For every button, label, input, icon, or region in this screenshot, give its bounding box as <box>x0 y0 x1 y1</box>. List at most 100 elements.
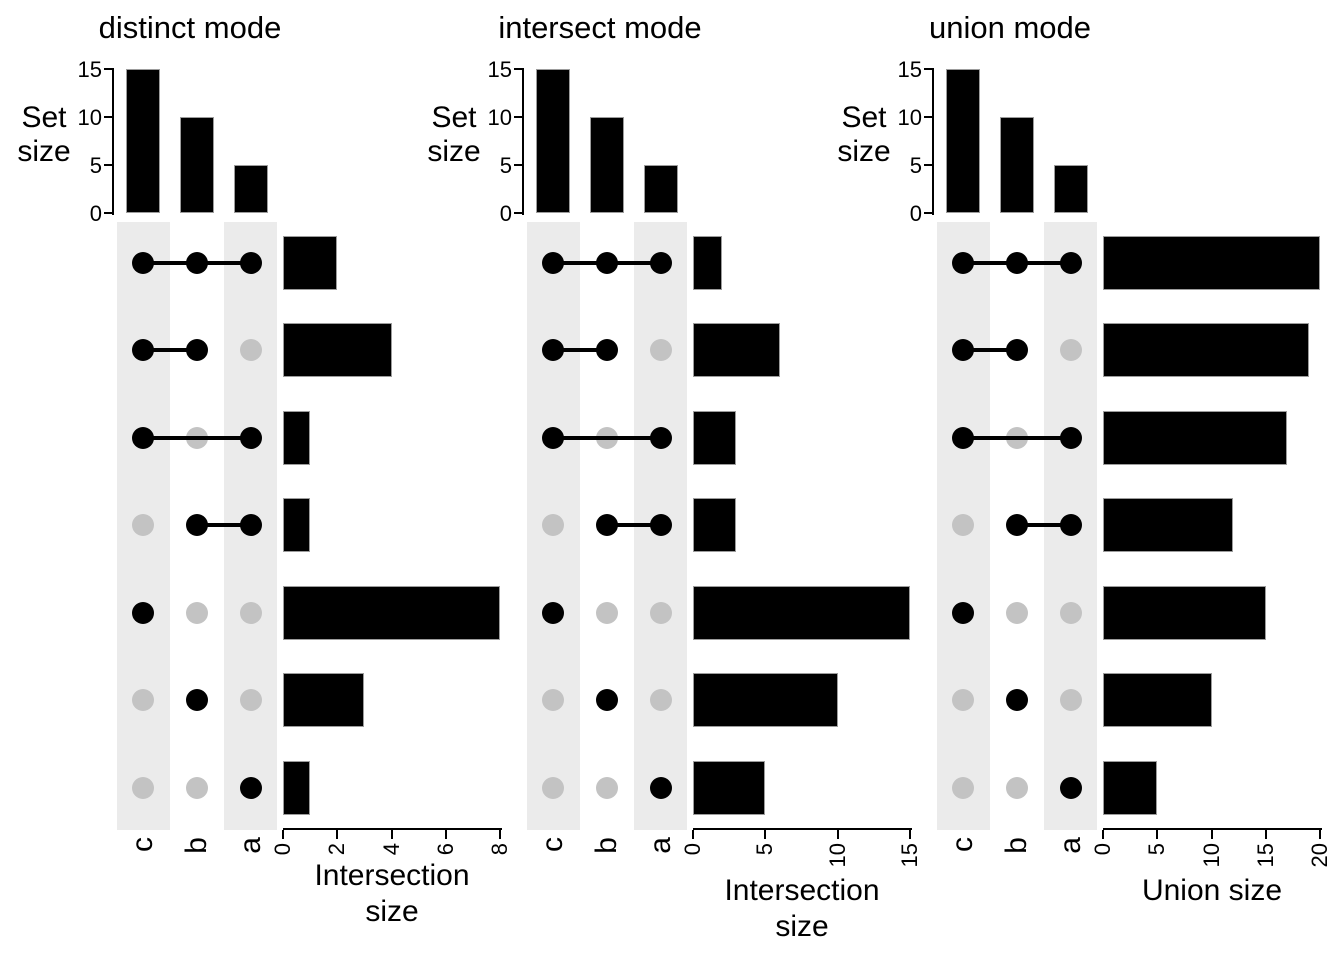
set-size-axis-tick <box>924 68 932 70</box>
x-axis-tick-label: 5 <box>1144 843 1169 856</box>
set-size-tick-label: 10 <box>487 105 512 130</box>
matrix-dot-active <box>542 339 564 361</box>
matrix-dot-active <box>1060 252 1082 274</box>
set-size-bar <box>126 69 160 213</box>
set-size-axis-label-line: size <box>17 135 71 168</box>
matrix-dot-inactive <box>952 777 974 799</box>
matrix-dot-inactive <box>542 514 564 536</box>
matrix-connector-line <box>197 523 251 527</box>
x-axis-tick-label: 10 <box>1199 843 1224 868</box>
set-size-bar <box>590 117 624 213</box>
x-axis-tick <box>1265 830 1267 839</box>
set-size-axis-label: Set size <box>359 101 549 169</box>
matrix-dot-inactive <box>1006 602 1028 624</box>
intersection-size-bar <box>283 586 500 640</box>
matrix-dot-active <box>240 514 262 536</box>
matrix-connector-line <box>1017 523 1071 527</box>
matrix-dot-active <box>240 427 262 449</box>
matrix-connector-line <box>553 348 607 352</box>
intersection-size-bar <box>693 323 780 377</box>
set-name-label: a <box>1054 837 1087 854</box>
x-axis-label-line: Intersection <box>724 874 880 907</box>
set-size-axis-tick <box>104 68 112 70</box>
matrix-dot-active <box>952 252 974 274</box>
matrix-connector-line <box>553 436 661 440</box>
matrix-dot-inactive <box>132 777 154 799</box>
intersection-size-bar <box>283 761 310 815</box>
matrix-dot-inactive <box>1060 602 1082 624</box>
matrix-dot-inactive <box>1060 339 1082 361</box>
x-axis-tick <box>1319 830 1321 839</box>
matrix-dot-inactive <box>596 777 618 799</box>
matrix-dot-active <box>1006 514 1028 536</box>
x-axis-tick-label: 2 <box>324 843 349 856</box>
panel-distinct-mode: distinct mode 0 5 10 15 Set size 0 2 4 6 8 c b a Inters… <box>0 0 524 960</box>
panel-title: intersect mode <box>498 10 702 45</box>
panel-union-mode: union mode 0 5 10 15 Set size 0 5 10 15 20 c b a Union … <box>820 0 1344 960</box>
intersection-size-bar <box>283 498 310 552</box>
matrix-dot-active <box>596 514 618 536</box>
set-name-label: c <box>946 837 979 852</box>
set-size-axis-tick <box>514 212 522 214</box>
set-name-label: b <box>1000 837 1033 854</box>
matrix-dot-inactive <box>952 514 974 536</box>
matrix-connector-line <box>143 436 251 440</box>
set-name-label: c <box>126 837 159 852</box>
x-axis-line <box>283 828 502 830</box>
set-size-tick-label: 5 <box>499 153 512 178</box>
x-axis-tick <box>1156 830 1158 839</box>
union-size-bar <box>1103 761 1157 815</box>
union-size-bar <box>1103 586 1266 640</box>
x-axis-label-line: size <box>775 910 829 943</box>
matrix-dot-active <box>542 427 564 449</box>
matrix-dot-inactive <box>952 689 974 711</box>
x-axis-tick <box>909 830 911 839</box>
matrix-dot-inactive <box>240 689 262 711</box>
x-axis-tick <box>764 830 766 839</box>
set-size-bar <box>1000 117 1034 213</box>
set-size-axis-tick <box>514 68 522 70</box>
matrix-dot-active <box>132 339 154 361</box>
matrix-dot-active <box>186 252 208 274</box>
matrix-dot-inactive <box>542 777 564 799</box>
matrix-connector-line <box>143 348 197 352</box>
matrix-dot-active <box>132 252 154 274</box>
panel-title: distinct mode <box>98 10 282 45</box>
set-size-tick-label: 10 <box>77 105 102 130</box>
set-size-axis-label-line: size <box>427 135 481 168</box>
matrix-dot-active <box>596 689 618 711</box>
matrix-dot-inactive <box>240 602 262 624</box>
x-axis-tick-label: 5 <box>752 843 777 856</box>
set-size-axis-tick <box>514 164 522 166</box>
intersection-size-bar <box>693 673 838 727</box>
intersection-size-bar <box>693 498 736 552</box>
set-size-axis-tick <box>104 164 112 166</box>
matrix-dot-active <box>650 777 672 799</box>
x-axis-tick <box>499 830 501 839</box>
x-axis-tick <box>692 830 694 839</box>
matrix-dot-active <box>952 427 974 449</box>
union-size-bar <box>1103 236 1320 290</box>
set-size-tick-label: 15 <box>77 57 102 82</box>
set-size-bar <box>1054 165 1088 213</box>
intersection-size-bar <box>693 411 736 465</box>
set-size-axis-tick <box>924 164 932 166</box>
set-name-label: b <box>590 837 623 854</box>
set-size-axis-line <box>522 68 524 215</box>
x-axis-tick <box>1102 830 1104 839</box>
matrix-dot-active <box>650 252 672 274</box>
x-axis-tick-label: 15 <box>1253 843 1278 868</box>
set-size-axis-tick <box>104 116 112 118</box>
matrix-dot-active <box>132 427 154 449</box>
matrix-dot-inactive <box>650 339 672 361</box>
matrix-connector-line <box>963 348 1017 352</box>
x-axis-tick-label: 0 <box>270 843 295 856</box>
matrix-dot-inactive <box>132 514 154 536</box>
x-axis-tick <box>391 830 393 839</box>
x-axis-tick-label: 0 <box>680 843 705 856</box>
matrix-dot-active <box>1060 427 1082 449</box>
x-axis-tick <box>837 830 839 839</box>
x-axis-line <box>693 828 912 830</box>
x-axis-tick <box>1211 830 1213 839</box>
matrix-dot-active <box>240 252 262 274</box>
